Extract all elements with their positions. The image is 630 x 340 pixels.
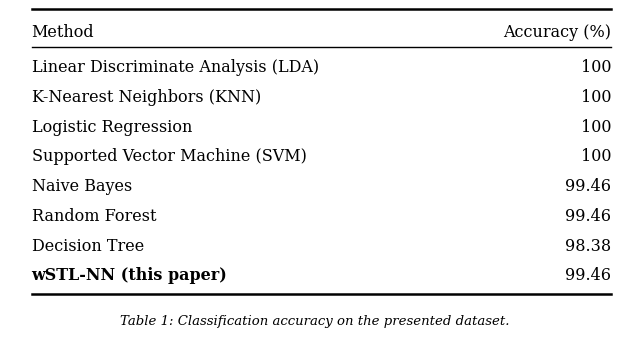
Text: Random Forest: Random Forest — [32, 208, 156, 225]
Text: Method: Method — [32, 24, 94, 41]
Text: Naive Bayes: Naive Bayes — [32, 178, 132, 195]
Text: 98.38: 98.38 — [565, 238, 611, 255]
Text: 99.46: 99.46 — [565, 267, 611, 284]
Text: 99.46: 99.46 — [565, 208, 611, 225]
Text: 100: 100 — [581, 89, 611, 106]
Text: Decision Tree: Decision Tree — [32, 238, 144, 255]
Text: K-Nearest Neighbors (KNN): K-Nearest Neighbors (KNN) — [32, 89, 261, 106]
Text: Table 1: Classification accuracy on the presented dataset.: Table 1: Classification accuracy on the … — [120, 315, 510, 328]
Text: Logistic Regression: Logistic Regression — [32, 119, 192, 136]
Text: 99.46: 99.46 — [565, 178, 611, 195]
Text: 100: 100 — [581, 148, 611, 165]
Text: wSTL-NN (this paper): wSTL-NN (this paper) — [32, 267, 227, 284]
Text: Accuracy (%): Accuracy (%) — [503, 24, 611, 41]
Text: Supported Vector Machine (SVM): Supported Vector Machine (SVM) — [32, 148, 306, 165]
Text: 100: 100 — [581, 119, 611, 136]
Text: Linear Discriminate Analysis (LDA): Linear Discriminate Analysis (LDA) — [32, 59, 319, 76]
Text: 100: 100 — [581, 59, 611, 76]
